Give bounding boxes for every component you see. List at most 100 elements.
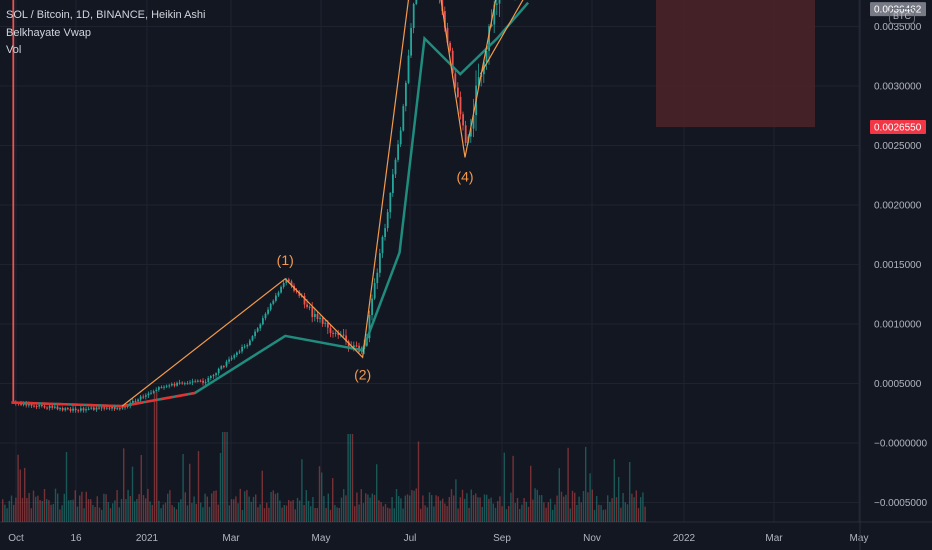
- volume-bar: [92, 504, 94, 522]
- indicator-volume-label[interactable]: Vol: [6, 44, 22, 56]
- candle-body: [152, 391, 155, 393]
- candle-body: [449, 42, 451, 51]
- volume-bar: [81, 491, 83, 522]
- candle-body: [54, 406, 56, 408]
- vwap-line: [11, 1, 530, 408]
- candle-body: [402, 106, 405, 131]
- candle-body: [61, 408, 64, 411]
- volume-bar: [272, 490, 274, 522]
- x-tick-label: Mar: [765, 533, 783, 544]
- volume-bar: [642, 492, 644, 522]
- candle-body: [51, 405, 54, 408]
- currency-badge[interactable]: BTC: [889, 8, 915, 24]
- volume-bar: [466, 493, 468, 522]
- candle-body: [493, 4, 496, 25]
- y-tick-label: 0.0035000: [874, 22, 922, 33]
- volume-bar: [30, 508, 32, 522]
- volume-bar: [413, 490, 415, 522]
- volume-bar: [626, 504, 629, 522]
- volume-bar: [508, 506, 510, 522]
- candle-body: [98, 407, 100, 409]
- candle-body: [176, 382, 178, 386]
- candle-body: [25, 403, 28, 406]
- candle-body: [106, 407, 108, 409]
- volume-bar: [173, 507, 175, 522]
- volume-bar: [541, 495, 543, 522]
- candle-body: [87, 408, 90, 410]
- volume-bar: [486, 494, 488, 522]
- candle-body: [59, 408, 61, 410]
- candle-body: [80, 408, 82, 411]
- volume-bar: [433, 506, 435, 522]
- candle-body: [38, 405, 41, 407]
- volume-bar: [296, 497, 299, 522]
- volume-bar: [497, 501, 499, 522]
- volume-bar: [329, 509, 332, 522]
- volume-bar: [356, 492, 358, 522]
- volume-bar: [593, 509, 596, 522]
- volume-bar: [134, 501, 136, 522]
- volume-bar: [281, 507, 283, 522]
- volume-bar: [116, 490, 118, 522]
- candle-body: [345, 335, 347, 342]
- volume-bar: [244, 491, 246, 522]
- volume-bar: [213, 490, 215, 522]
- volume-bar: [512, 455, 514, 522]
- volume-bar: [378, 500, 380, 522]
- volume-bar: [204, 493, 206, 522]
- candle-body: [275, 295, 277, 301]
- volume-bar: [180, 499, 182, 522]
- volume-bar: [219, 452, 222, 522]
- volume-bar: [120, 499, 123, 522]
- volume-bar: [362, 503, 365, 522]
- volume-bar: [428, 492, 431, 522]
- candle-body: [165, 385, 168, 387]
- volume-bar: [26, 497, 28, 522]
- volume-bar: [538, 495, 541, 522]
- y-tick-label: 0.0025000: [874, 141, 922, 152]
- volume-bar: [156, 392, 158, 522]
- volume-bar: [41, 500, 43, 522]
- volume-bar: [288, 500, 290, 522]
- volume-bar: [68, 500, 70, 522]
- stop-zone: [656, 0, 815, 128]
- candle-body: [288, 279, 290, 282]
- indicator-vwap-label[interactable]: Belkhayate Vwap: [6, 27, 91, 39]
- volume-bar: [17, 454, 19, 522]
- candle-body: [150, 392, 152, 394]
- candle-body: [12, 0, 15, 403]
- volume-bar: [455, 479, 457, 522]
- volume-bar: [211, 493, 213, 522]
- candle-body: [233, 355, 236, 358]
- volume-bar: [230, 499, 233, 522]
- volume-bar: [571, 490, 574, 522]
- volume-bar: [543, 502, 545, 522]
- candle-body: [111, 406, 113, 409]
- candle-body: [462, 114, 464, 126]
- candle-body: [243, 346, 246, 348]
- candle-body: [334, 332, 337, 334]
- volume-bar: [191, 502, 193, 522]
- candle-body: [77, 410, 80, 412]
- volume-bar: [32, 490, 35, 522]
- candle-body: [381, 237, 384, 254]
- candle-body: [207, 377, 210, 382]
- candle-body: [210, 376, 212, 378]
- volume-bar: [277, 492, 279, 522]
- volume-bar: [149, 501, 151, 522]
- volume-bar: [387, 507, 389, 522]
- candle-body: [371, 298, 373, 315]
- volume-bar: [596, 496, 598, 522]
- volume-bar: [481, 506, 483, 522]
- candle-body: [204, 381, 207, 383]
- volume-bar: [391, 497, 393, 522]
- volume-bar: [459, 497, 461, 522]
- candle-body: [457, 87, 459, 97]
- volume-bar: [499, 496, 501, 522]
- candle-body: [342, 334, 345, 336]
- volume-bar: [112, 503, 114, 522]
- volume-bar: [624, 502, 626, 522]
- volume-bar: [358, 504, 360, 522]
